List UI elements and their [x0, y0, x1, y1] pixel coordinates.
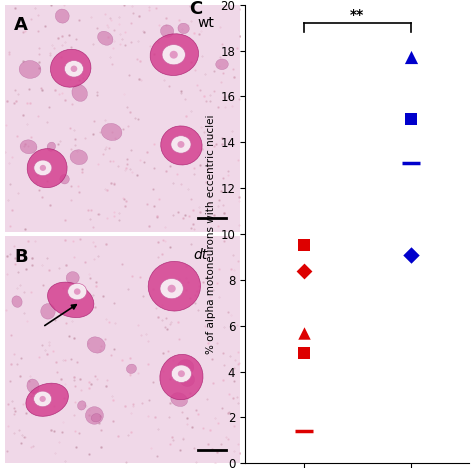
Ellipse shape: [170, 51, 178, 58]
Ellipse shape: [87, 337, 105, 353]
Ellipse shape: [70, 150, 88, 165]
Ellipse shape: [27, 149, 67, 188]
Ellipse shape: [19, 60, 41, 79]
Point: [407, 251, 414, 258]
Ellipse shape: [161, 126, 202, 165]
Ellipse shape: [171, 365, 191, 382]
Text: **: **: [350, 8, 364, 22]
Ellipse shape: [39, 396, 46, 402]
Ellipse shape: [162, 44, 185, 65]
Ellipse shape: [74, 288, 81, 295]
Ellipse shape: [171, 393, 188, 407]
Ellipse shape: [171, 136, 191, 153]
Ellipse shape: [40, 165, 46, 171]
Ellipse shape: [168, 285, 176, 292]
Ellipse shape: [216, 59, 228, 70]
Y-axis label: % of alpha motoneurons with eccentric nuclei: % of alpha motoneurons with eccentric nu…: [206, 114, 216, 354]
Ellipse shape: [60, 175, 69, 184]
Ellipse shape: [178, 370, 185, 377]
Text: dt: dt: [193, 248, 208, 262]
Ellipse shape: [180, 373, 194, 387]
Ellipse shape: [160, 278, 183, 299]
Ellipse shape: [34, 391, 52, 407]
Point: [407, 116, 414, 123]
Ellipse shape: [68, 283, 87, 300]
Ellipse shape: [64, 60, 83, 77]
Ellipse shape: [47, 282, 94, 318]
Ellipse shape: [150, 34, 199, 75]
Ellipse shape: [101, 124, 122, 140]
Ellipse shape: [178, 23, 189, 34]
Point: [300, 329, 308, 336]
Ellipse shape: [27, 379, 39, 393]
Ellipse shape: [91, 414, 101, 422]
Ellipse shape: [127, 364, 137, 373]
Ellipse shape: [41, 304, 55, 319]
Ellipse shape: [98, 31, 113, 45]
Ellipse shape: [85, 407, 103, 424]
Ellipse shape: [160, 354, 203, 400]
Ellipse shape: [34, 160, 52, 176]
Ellipse shape: [177, 359, 194, 375]
Point: [300, 267, 308, 274]
Ellipse shape: [55, 9, 69, 23]
Ellipse shape: [47, 142, 55, 151]
Ellipse shape: [20, 140, 37, 154]
Text: A: A: [14, 16, 28, 34]
Point: [300, 241, 308, 249]
Ellipse shape: [26, 383, 68, 417]
Text: C: C: [189, 0, 202, 18]
Ellipse shape: [71, 66, 77, 72]
Text: B: B: [14, 248, 28, 266]
Ellipse shape: [78, 401, 86, 410]
Ellipse shape: [12, 296, 22, 307]
Text: wt: wt: [198, 16, 215, 30]
Ellipse shape: [177, 141, 184, 148]
Point: [300, 350, 308, 357]
Ellipse shape: [66, 271, 79, 284]
Point: [407, 54, 414, 61]
Ellipse shape: [148, 262, 201, 311]
Ellipse shape: [161, 25, 173, 37]
Ellipse shape: [50, 49, 91, 87]
Ellipse shape: [72, 85, 87, 102]
